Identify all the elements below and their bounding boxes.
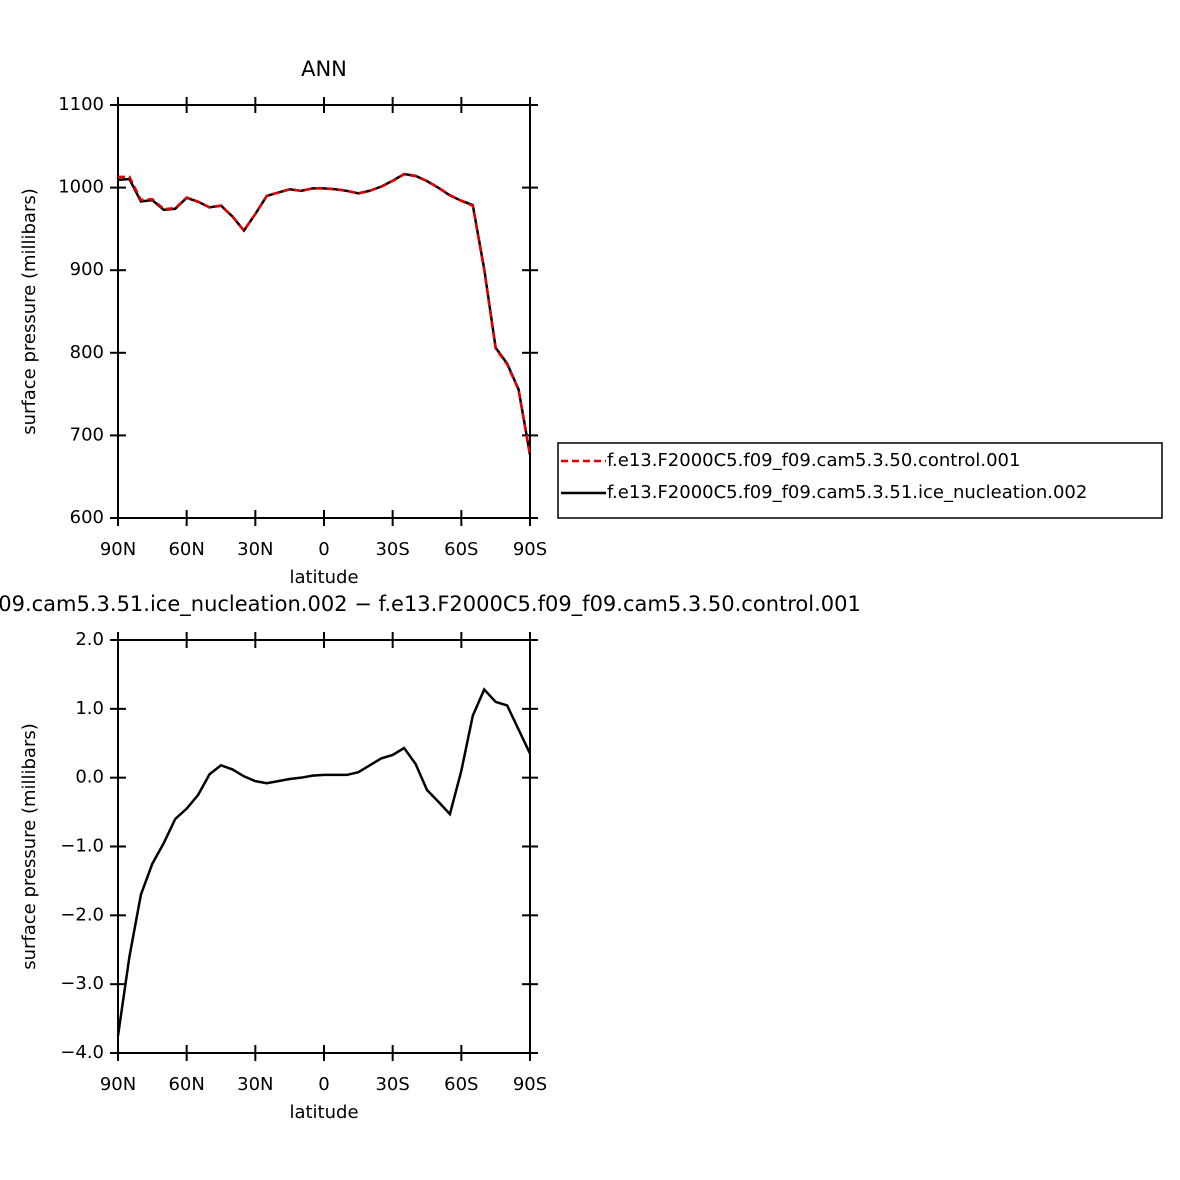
x-tick-label: 30N	[237, 539, 273, 560]
data-line	[116, 687, 532, 1036]
data-line	[118, 173, 532, 456]
y-tick-label: −3.0	[60, 973, 104, 994]
x-tick-label: 90N	[100, 539, 136, 560]
legend-label: f.e13.F2000C5.f09_f09.cam5.3.51.ice_nucl…	[607, 482, 1087, 503]
chart-title: f.e13.F2000C5.f09_f09.cam5.3.51.ice_nucl…	[0, 592, 861, 617]
y-tick-label: 1000	[58, 177, 104, 198]
plot-frame	[117, 104, 531, 519]
x-tick-label: 0	[318, 539, 329, 560]
y-tick-label: 0.0	[75, 767, 104, 788]
y-tick-label: 1.0	[75, 698, 104, 719]
plot-frame	[117, 639, 531, 1054]
y-tick-label: 600	[70, 507, 104, 528]
x-tick-label: 30S	[375, 539, 409, 560]
x-axis-label: latitude	[289, 1102, 358, 1123]
x-tick-label: 90S	[513, 1074, 547, 1095]
x-tick-label: 90S	[513, 539, 547, 560]
y-axis-label: surface pressure (millibars)	[19, 723, 40, 970]
y-tick-label: −1.0	[60, 836, 104, 857]
y-tick-label: −2.0	[60, 904, 104, 925]
x-tick-label: 60S	[444, 539, 478, 560]
x-tick-label: 60N	[168, 539, 204, 560]
x-tick-label: 90N	[100, 1074, 136, 1095]
y-tick-label: −4.0	[60, 1042, 104, 1063]
x-tick-label: 0	[318, 1074, 329, 1095]
x-tick-label: 60S	[444, 1074, 478, 1095]
x-tick-label: 60N	[168, 1074, 204, 1095]
y-tick-label: 700	[70, 424, 104, 445]
y-tick-label: 900	[70, 259, 104, 280]
y-tick-label: 2.0	[75, 629, 104, 650]
y-tick-label: 1100	[58, 94, 104, 115]
legend-box	[557, 442, 1163, 519]
x-axis-label: latitude	[289, 567, 358, 588]
x-tick-label: 30S	[375, 1074, 409, 1095]
legend-label: f.e13.F2000C5.f09_f09.cam5.3.50.control.…	[607, 450, 1020, 471]
y-axis-label: surface pressure (millibars)	[19, 188, 40, 435]
y-tick-label: 800	[70, 342, 104, 363]
x-tick-label: 30N	[237, 1074, 273, 1095]
chart-title: ANN	[301, 57, 347, 81]
data-line	[117, 172, 532, 456]
